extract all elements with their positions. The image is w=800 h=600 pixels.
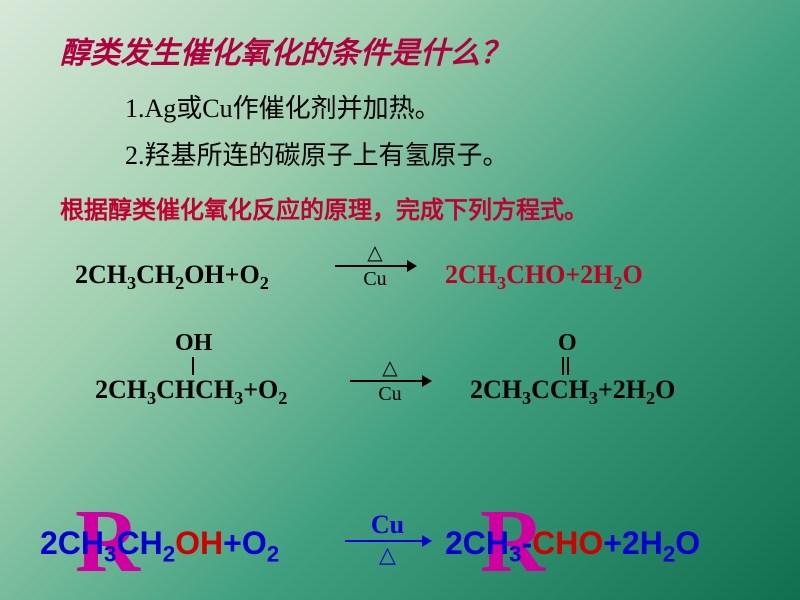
eq2-left: 2CH3CHCH3+O2: [95, 375, 287, 404]
eq1-left: 2CH3CH2OH+O2: [75, 260, 269, 289]
eq3-left-part: 2CH3CH2OH+O2: [40, 525, 279, 561]
equation-2: OH 2CH3CHCH3+O2 △ Cu O 2CH3CCH3+2H2O: [0, 330, 800, 410]
eq1-right: 2CH3CHO+2H2O: [445, 260, 643, 289]
eq3-arrow: [345, 540, 430, 542]
eq3-catalyst: Cu: [340, 512, 435, 538]
equation-3: R R 2CH3CH2OH+O2 Cu △ 2CH3-CHO+2H2O: [0, 480, 800, 570]
eq2-oh-label: OH: [175, 330, 212, 357]
equation-1: 2CH3CH2OH+O2 △ Cu 2CH3CHO+2H2O: [0, 240, 800, 300]
eq2-o-dblbond: [562, 357, 564, 375]
title-question: 醇类发生催化氧化的条件是什么？: [60, 28, 510, 72]
eq2-oh-bond: [192, 357, 194, 375]
eq3-triangle: △: [340, 544, 435, 566]
eq2-arrow: [350, 380, 430, 382]
eq1-catalyst: Cu: [330, 269, 420, 289]
eq1-arrow: [335, 265, 415, 267]
instruction-text: 根据醇类催化氧化反应的原理，完成下列方程式。: [60, 190, 588, 225]
eq2-catalyst: Cu: [345, 384, 435, 404]
condition-1: 1.Ag或Cu作催化剂并加热。: [125, 88, 441, 125]
eq3-right-part: 2CH3-CHO+2H2O: [445, 525, 700, 561]
condition-2: 2.羟基所连的碳原子上有氢原子。: [125, 135, 509, 172]
eq2-right: 2CH3CCH3+2H2O: [470, 375, 675, 404]
eq2-o-label: O: [558, 330, 577, 357]
